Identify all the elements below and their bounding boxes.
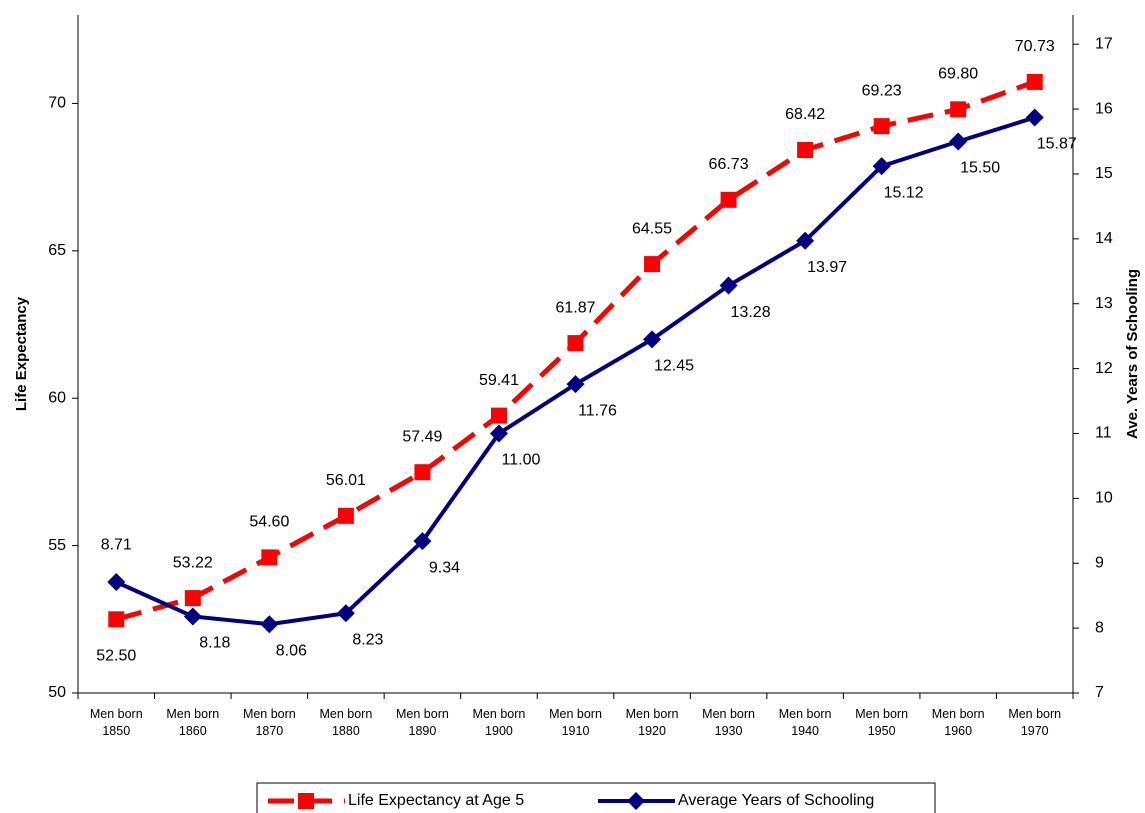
marker [183,607,202,626]
marker [184,590,201,607]
data-label: 8.06 [276,642,307,659]
legend-box [256,782,936,813]
y2-axis-title: Ave. Years of Schooling [1124,269,1141,439]
marker [796,231,815,250]
data-label: 69.23 [862,82,902,99]
data-label: 15.12 [884,184,924,201]
data-label: 15.50 [960,160,1000,177]
x-tick-label: Men born 1880 [319,707,373,738]
marker [1026,73,1043,90]
y2-tick-label: 8 [1095,619,1104,636]
marker [567,335,584,352]
data-label: 9.34 [429,559,460,576]
legend-marker [298,793,314,809]
marker [107,573,126,592]
x-tick-label: Men born 1940 [778,707,832,738]
data-label: 61.87 [555,299,595,316]
marker [489,424,508,443]
data-label: 13.28 [731,304,771,321]
y2-tick-label: 16 [1095,100,1113,117]
y2-tick-label: 17 [1095,35,1113,52]
data-label: 56.01 [326,472,366,489]
marker [336,604,355,623]
y2-tick-label: 10 [1095,490,1113,507]
marker [108,611,125,628]
data-label: 13.97 [807,259,847,276]
y-tick-label: 55 [48,537,66,554]
data-label: 8.71 [101,536,132,553]
marker [413,532,432,551]
legend-label: Average Years of Schooling [678,792,874,809]
marker [873,118,890,135]
data-label: 52.50 [96,648,136,665]
data-label: 57.49 [402,428,442,445]
marker [797,142,814,159]
y-tick-label: 65 [48,242,66,259]
y2-tick-label: 7 [1095,684,1104,701]
data-label: 8.18 [199,635,230,652]
y2-tick-label: 11 [1095,425,1112,442]
x-tick-label: Men born 1950 [855,707,909,738]
data-label: 15.87 [1037,136,1077,153]
y-tick-label: 50 [48,684,66,701]
y-tick-label: 60 [48,389,66,406]
y2-tick-label: 15 [1095,165,1113,182]
data-label: 66.73 [709,156,749,173]
data-label: 68.42 [785,106,825,123]
x-tick-label: Men born 1960 [931,707,985,738]
data-label: 59.41 [479,372,519,389]
data-label: 69.80 [938,66,978,83]
marker [490,407,507,424]
y2-tick-label: 14 [1095,230,1113,247]
x-tick-label: Men born 1860 [166,707,220,738]
marker [566,375,585,394]
marker [720,191,737,208]
x-tick-label: Men born 1910 [549,707,602,738]
data-label: 8.23 [352,631,383,648]
x-tick-label: Men born 1920 [625,707,679,738]
y-tick-label: 70 [48,95,66,112]
marker [337,507,354,524]
marker [872,157,891,176]
x-tick-label: Men born 1870 [242,707,296,738]
x-tick-label: Men born 1970 [1008,707,1062,738]
marker [414,464,431,481]
data-label: 11.76 [578,402,617,419]
data-label: 11.00 [502,452,541,469]
y2-tick-label: 9 [1095,554,1104,571]
y2-tick-label: 12 [1095,360,1113,377]
marker [261,549,278,566]
marker [950,101,967,118]
data-label: 12.45 [654,358,694,375]
marker [260,615,279,634]
data-label: 53.22 [173,554,213,571]
marker [719,276,738,295]
x-tick-label: Men born 1930 [702,707,755,738]
data-label: 70.73 [1015,38,1055,55]
data-label: 54.60 [249,514,289,531]
x-tick-label: Men born 1900 [472,707,526,738]
x-tick-label: Men born 1850 [89,707,143,738]
marker [1025,108,1044,127]
marker [644,256,661,273]
legend-label: Life Expectancy at Age 5 [348,792,524,809]
marker [949,132,968,151]
y2-tick-label: 13 [1095,295,1113,312]
y-axis-title: Life Expectancy [13,296,30,411]
x-tick-label: Men born 1890 [396,707,449,738]
data-label: 64.55 [632,220,672,237]
marker [643,330,662,349]
legend-marker [627,792,645,810]
